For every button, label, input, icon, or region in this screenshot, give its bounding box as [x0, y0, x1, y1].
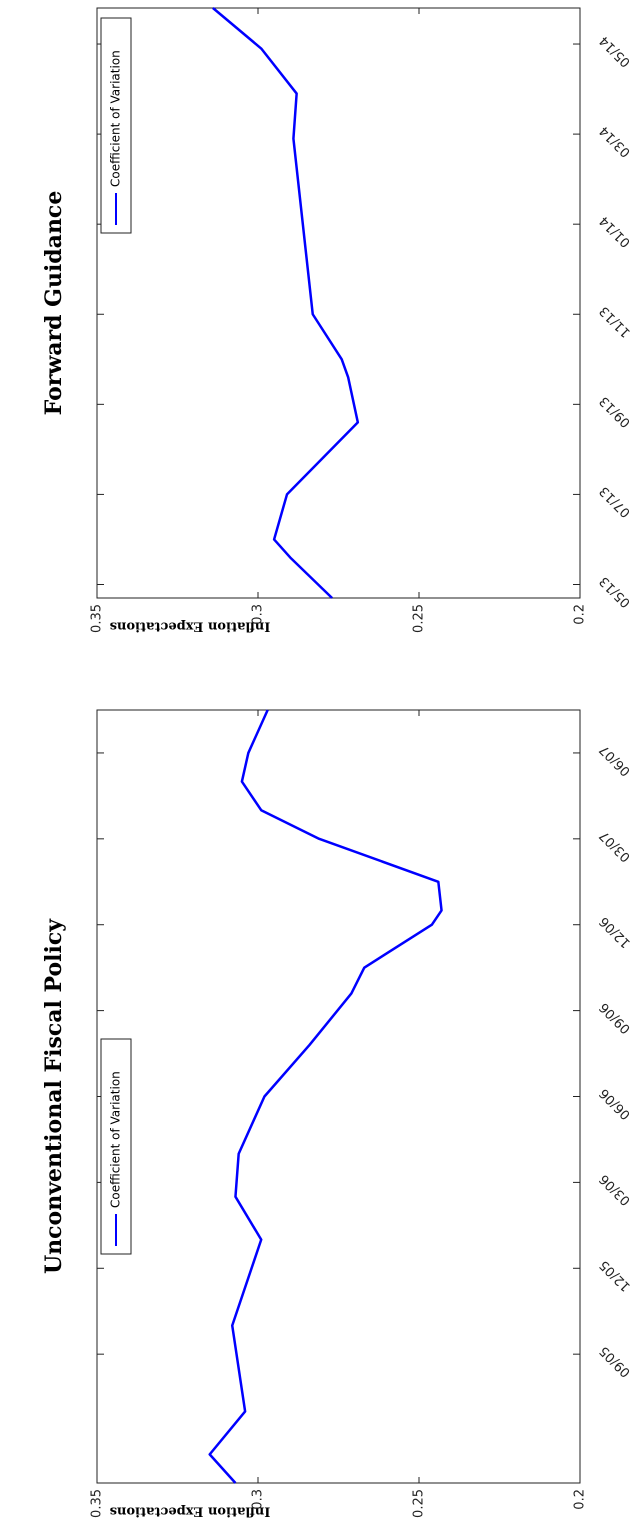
plot-area	[96, 709, 581, 1484]
y-tick-label: 0.2	[573, 604, 588, 625]
x-tick-label: 11/13	[597, 303, 634, 340]
data-line	[212, 7, 360, 599]
x-tick-label: 05/14	[597, 33, 634, 70]
y-tick-label: 0.25	[412, 604, 427, 633]
chart-title: Forward Guidance	[41, 191, 67, 416]
x-tick-label: 12/06	[597, 913, 634, 950]
legend-label: Coefficient of Variation	[109, 1071, 123, 1208]
x-tick-label: 07/13	[597, 483, 634, 520]
rotated-figure: Unconventional Fiscal Policy Inflation Ex…	[41, 7, 634, 1519]
legend-box	[100, 1038, 132, 1255]
chart: Unconventional Fiscal Policy Inflation Ex…	[41, 709, 634, 1519]
x-tick-label: 06/06	[597, 1085, 634, 1122]
plot-area	[96, 7, 581, 599]
y-tick-label: 0.3	[251, 604, 266, 625]
x-tick-label: 01/14	[597, 213, 634, 250]
y-axis-label: Inflation Expectations	[110, 619, 271, 634]
y-tick-label: 0.25	[412, 1489, 427, 1518]
x-tick-label: 03/14	[597, 123, 634, 160]
y-tick-label: 0.35	[90, 1489, 105, 1518]
legend-box	[100, 17, 132, 234]
x-tick-label: 12/05	[597, 1257, 634, 1294]
y-tick-label: 0.3	[251, 1489, 266, 1510]
x-tick-label: 06/07	[597, 742, 634, 779]
legend-label: Coefficient of Variation	[109, 50, 123, 187]
y-tick-label: 0.35	[90, 604, 105, 633]
x-tick-label: 09/13	[597, 393, 634, 430]
x-tick-label: 03/07	[597, 828, 634, 865]
x-tick-label: 09/05	[597, 1343, 634, 1380]
x-tick-label: 09/06	[597, 999, 634, 1036]
data-line	[208, 709, 443, 1484]
y-axis-label: Inflation Expectations	[110, 1504, 271, 1519]
x-tick-label: 03/06	[597, 1171, 634, 1208]
y-tick-label: 0.2	[573, 1489, 588, 1510]
x-tick-label: 05/13	[597, 573, 634, 610]
chart-title: Unconventional Fiscal Policy	[41, 918, 67, 1274]
